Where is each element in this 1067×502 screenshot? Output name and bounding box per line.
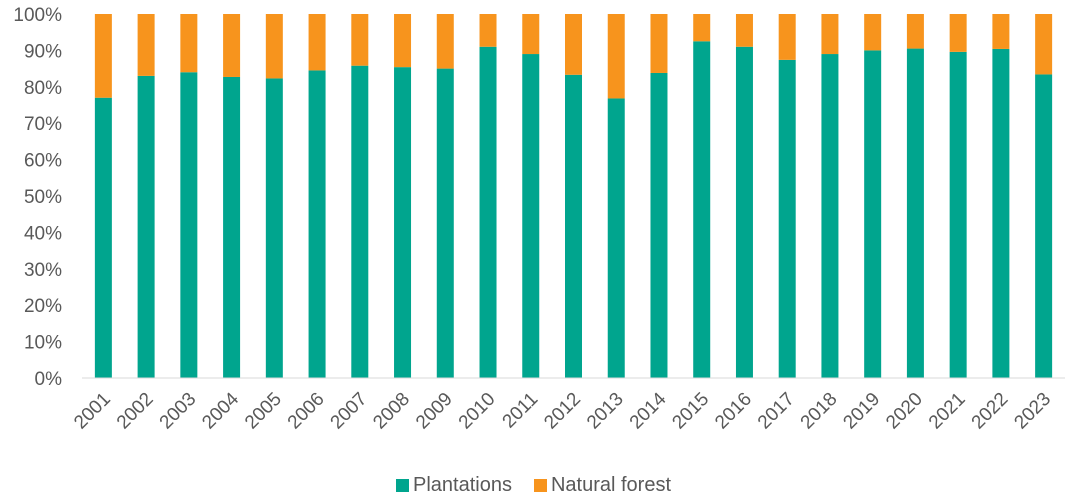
x-tick-label: 2007 [327,389,372,434]
y-tick-label: 20% [24,296,62,317]
x-tick-label: 2019 [839,389,884,434]
y-tick-label: 60% [24,151,62,172]
bar-plantations [864,50,882,379]
bar-plantations [351,65,369,378]
bar-natural-forest [735,14,753,47]
x-tick-label: 2003 [156,389,201,434]
bar-natural-forest [522,14,540,55]
x-tick-label: 2014 [626,388,671,433]
x-tick-label: 2017 [754,389,799,434]
bar-plantations [180,72,198,379]
bar-natural-forest [1035,14,1053,75]
x-tick-label: 2012 [540,389,585,434]
bar-natural-forest [436,14,454,69]
bar-natural-forest [607,14,625,99]
bar-natural-forest [351,14,369,66]
bar-natural-forest [906,14,924,49]
bar-plantations [479,46,497,378]
bar-plantations [522,54,540,378]
y-axis: 0% 10% 20% 30% 40% 50% 60% 70% 80% 90% 100% [13,5,62,390]
bar-natural-forest [394,14,412,68]
legend-swatch-natural-forest [533,479,547,492]
x-tick-label: 2013 [583,389,628,434]
bar-plantations [650,72,668,378]
x-tick-label: 2020 [882,389,927,434]
x-tick-label: 2023 [1010,389,1055,434]
x-tick-label: 2002 [113,389,158,434]
x-axis-labels: 2001200220032004200520062007200820092010… [70,388,1055,433]
bar-natural-forest [693,14,711,42]
legend-item-natural-forest: Natural forest [533,474,672,497]
x-tick-label: 2001 [70,389,115,434]
bar-natural-forest [180,14,198,73]
y-tick-label: 0% [35,369,63,390]
bar-natural-forest [821,14,839,55]
x-tick-label: 2010 [455,389,500,434]
bar-plantations [308,70,326,379]
y-tick-label: 90% [24,41,62,62]
bar-plantations [949,51,967,379]
bar-natural-forest [265,14,283,79]
bar-natural-forest [949,14,967,52]
y-tick-label: 30% [24,260,62,281]
bar-natural-forest [137,14,155,76]
bar-plantations [137,75,155,378]
y-tick-label: 50% [24,187,62,208]
bar-plantations [992,48,1010,378]
bar-plantations [265,78,283,379]
y-tick-label: 70% [24,114,62,135]
y-tick-label: 40% [24,223,62,244]
stacked-bar-chart: 0%10%20%30%40%50%60%70%80%90%100% 200120… [13,5,1065,433]
legend-swatch-plantations [395,479,409,492]
y-tick-label: 10% [24,333,62,354]
bar-plantations [436,68,454,378]
bar-plantations [693,41,711,379]
bar-plantations [906,48,924,378]
x-tick-label: 2021 [925,389,970,434]
x-tick-label: 2015 [669,389,714,434]
bar-plantations [1035,74,1053,379]
bar-natural-forest [650,14,668,73]
x-tick-label: 2005 [241,389,286,434]
y-tick-label: 80% [24,78,62,99]
bars-group [94,14,1053,379]
bar-natural-forest [479,14,497,47]
bar-plantations [607,98,625,378]
bar-plantations [735,46,753,378]
legend-label-plantations: Plantations [412,474,512,496]
legend: Plantations Natural forest [0,474,1067,497]
x-tick-label: 2016 [711,389,756,434]
bar-natural-forest [864,14,882,51]
x-tick-label: 2018 [797,389,842,434]
x-tick-label: 2022 [968,389,1013,434]
x-tick-label: 2006 [284,389,329,434]
bar-plantations [565,74,582,378]
y-tick-label: 100% [13,5,62,26]
bar-natural-forest [778,14,796,60]
bar-plantations [223,76,241,378]
x-tick-label: 2011 [499,389,543,433]
bar-plantations [94,97,112,378]
bar-plantations [778,59,796,379]
x-tick-label: 2009 [412,389,457,434]
legend-label-natural-forest: Natural forest [550,474,672,496]
legend-item-plantations: Plantations [395,474,512,497]
bar-natural-forest [223,14,241,77]
bar-natural-forest [94,14,112,98]
bar-plantations [821,54,839,378]
bar-natural-forest [565,14,582,75]
x-tick-label: 2008 [369,389,414,434]
bar-natural-forest [992,14,1010,49]
x-tick-label: 2004 [198,388,243,433]
bar-natural-forest [308,14,326,71]
bar-plantations [394,67,412,378]
